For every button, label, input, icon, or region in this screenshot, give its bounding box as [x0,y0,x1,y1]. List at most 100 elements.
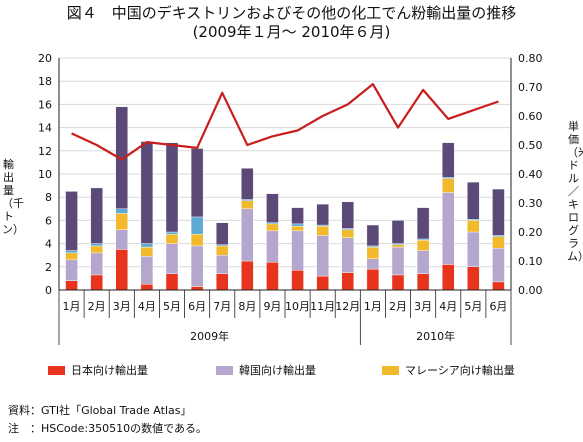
bar-segment-5 [115,106,128,210]
x-tick-label: 8月 [238,300,256,313]
y-tick-label-left: 14 [38,122,52,135]
y-tick-label-left: 16 [38,98,52,111]
legend-label-korea: 韓国向け輸出量 [239,364,316,377]
y-tick-label-right: 0.20 [518,226,543,239]
bar-segment-5 [442,142,455,178]
bar-segment-2 [115,229,128,250]
bar-segment-3 [190,234,204,247]
x-tick-label: 9月 [263,300,281,313]
bar-segment-3 [140,246,154,257]
bar-segment-1 [190,286,204,291]
x-tick-label: 4月 [439,300,457,313]
y-tick-label-left: 12 [38,145,52,158]
price-line [71,82,499,161]
x-tick-label: 3月 [113,300,131,313]
bar-segment-1 [467,266,480,291]
year-label: 2009年 [190,329,229,343]
legend-item-malaysia: マレーシア向け輸出量 [382,364,515,377]
bar-segment-1 [266,261,279,291]
y-tick-label-right: 0.40 [518,168,543,181]
bar-segment-5 [216,222,229,245]
bar-segment-1 [492,281,505,291]
bar-segment-2 [241,208,254,262]
year-label: 2010年 [416,329,455,343]
bar-segment-4 [90,243,103,247]
y-tick-label-right: 0.10 [518,255,543,268]
bar-segment-3 [216,245,229,256]
bar-segment-3 [165,234,179,244]
x-tick-label: 6月 [489,300,507,313]
x-tick-label: 1月 [63,300,81,313]
bar-segment-2 [90,252,103,276]
chart-title: 図４ 中国のデキストリンおよびその他の化工でん粉輸出量の推移 [66,4,517,22]
x-tick-label: 11月 [310,300,335,313]
bar-segment-1 [115,249,128,291]
x-tick-label: 7月 [213,300,231,313]
bar-segment-4 [190,216,204,235]
legend-swatch-malaysia [382,366,399,375]
bar-segment-1 [416,273,430,291]
bar-segment-1 [165,273,179,291]
x-tick-label: 5月 [464,300,482,313]
y-tick-label-right: 0.30 [518,197,543,210]
x-tick-label: 6月 [188,300,206,313]
bar-segment-1 [291,270,304,291]
bar-segment-1 [65,280,78,291]
bar-segment-3 [341,229,354,238]
y-tick-label-left: 4 [45,238,52,251]
bar-segment-1 [216,273,229,291]
x-tick-label: 4月 [138,300,156,313]
legend-swatch-korea [216,366,233,375]
bar-segment-2 [165,243,179,274]
bar-segment-2 [366,258,380,270]
bar-segment-3 [442,178,455,193]
y-tick-label-left: 18 [38,75,52,88]
y-tick-label-right: 0.50 [518,139,543,152]
bar-segment-2 [492,248,505,283]
bar-segment-5 [391,220,405,244]
x-tick-label: 2月 [389,300,407,313]
bar-segment-3 [65,252,78,261]
bar-segment-1 [90,274,103,291]
bar-segment-1 [140,284,154,291]
bar-segment-3 [366,246,380,259]
y-axis-label-right: 単価（米ドル／キログラム） [567,120,583,263]
bar-segment-5 [190,148,204,218]
bar-segment-1 [316,275,329,291]
legend-item-japan: 日本向け輸出量 [48,364,148,377]
bar-segment-5 [65,191,78,251]
bar-segment-1 [391,274,405,291]
bar-segment-2 [316,235,329,277]
source-note: 資料：GTI社「Global Trade Atlas」 [8,404,192,417]
bar-segment-3 [115,213,128,230]
bar-segment-5 [467,181,480,220]
x-tick-label: 12月 [335,300,360,313]
y-tick-label-left: 6 [45,214,52,227]
legend-swatch-japan [48,366,65,375]
bar-segment-5 [140,141,154,244]
bar-segment-2 [291,230,304,271]
bar-segment-2 [416,250,430,274]
bar-segment-3 [467,220,480,233]
bar-segment-3 [241,200,254,209]
bar-segment-2 [391,246,405,276]
bar-segment-2 [65,259,78,281]
x-tick-label: 5月 [163,300,181,313]
bar-segment-1 [341,272,354,291]
y-tick-label-right: 0.80 [518,52,543,65]
y-tick-label-left: 0 [45,284,52,297]
bar-segment-5 [165,142,179,233]
bar-segment-2 [266,230,279,263]
y-tick-label-left: 2 [45,261,52,274]
legend-label-japan: 日本向け輸出量 [71,364,148,377]
y-tick-label-left: 20 [38,52,52,65]
bar-segment-2 [341,237,354,273]
bar-segment-1 [442,264,455,291]
bar-segment-3 [416,239,430,251]
hscode-note: 注 ：HSCode:350510の数値である。 [8,422,208,435]
bar-segment-4 [115,208,128,214]
bar-segment-4 [165,231,179,235]
bar-segment-5 [291,207,304,225]
bar-segment-5 [266,193,279,223]
x-tick-label: 2月 [88,300,106,313]
